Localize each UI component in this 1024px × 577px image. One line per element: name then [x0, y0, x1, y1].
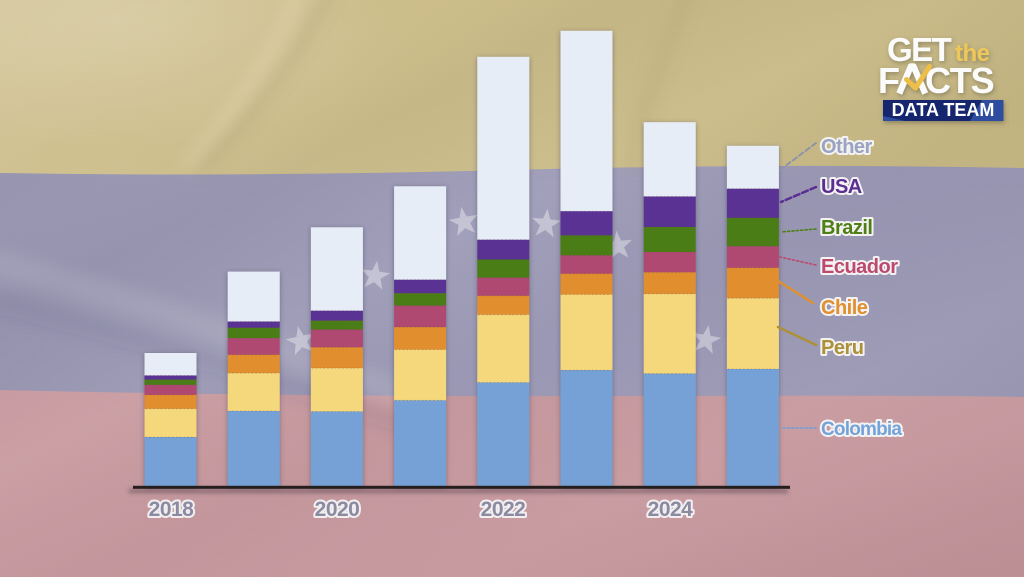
svg-text:F: F [878, 60, 899, 101]
svg-text:DATA TEAM: DATA TEAM [892, 100, 995, 120]
svg-text:Other: Other [821, 136, 873, 158]
svg-text:CTS: CTS [925, 60, 994, 101]
svg-text:Peru: Peru [821, 337, 863, 359]
svg-text:2024: 2024 [648, 498, 694, 521]
svg-text:2022: 2022 [481, 498, 526, 521]
svg-text:GET: GET [887, 31, 952, 68]
svg-text:Chile: Chile [821, 297, 868, 319]
svg-text:2020: 2020 [315, 498, 360, 521]
svg-text:Brazil: Brazil [821, 217, 872, 239]
svg-text:Colombia: Colombia [821, 419, 902, 440]
svg-text:2018: 2018 [149, 498, 195, 521]
svg-text:Ecuador: Ecuador [821, 256, 898, 278]
svg-text:the: the [955, 40, 990, 67]
svg-text:USA: USA [821, 176, 862, 198]
